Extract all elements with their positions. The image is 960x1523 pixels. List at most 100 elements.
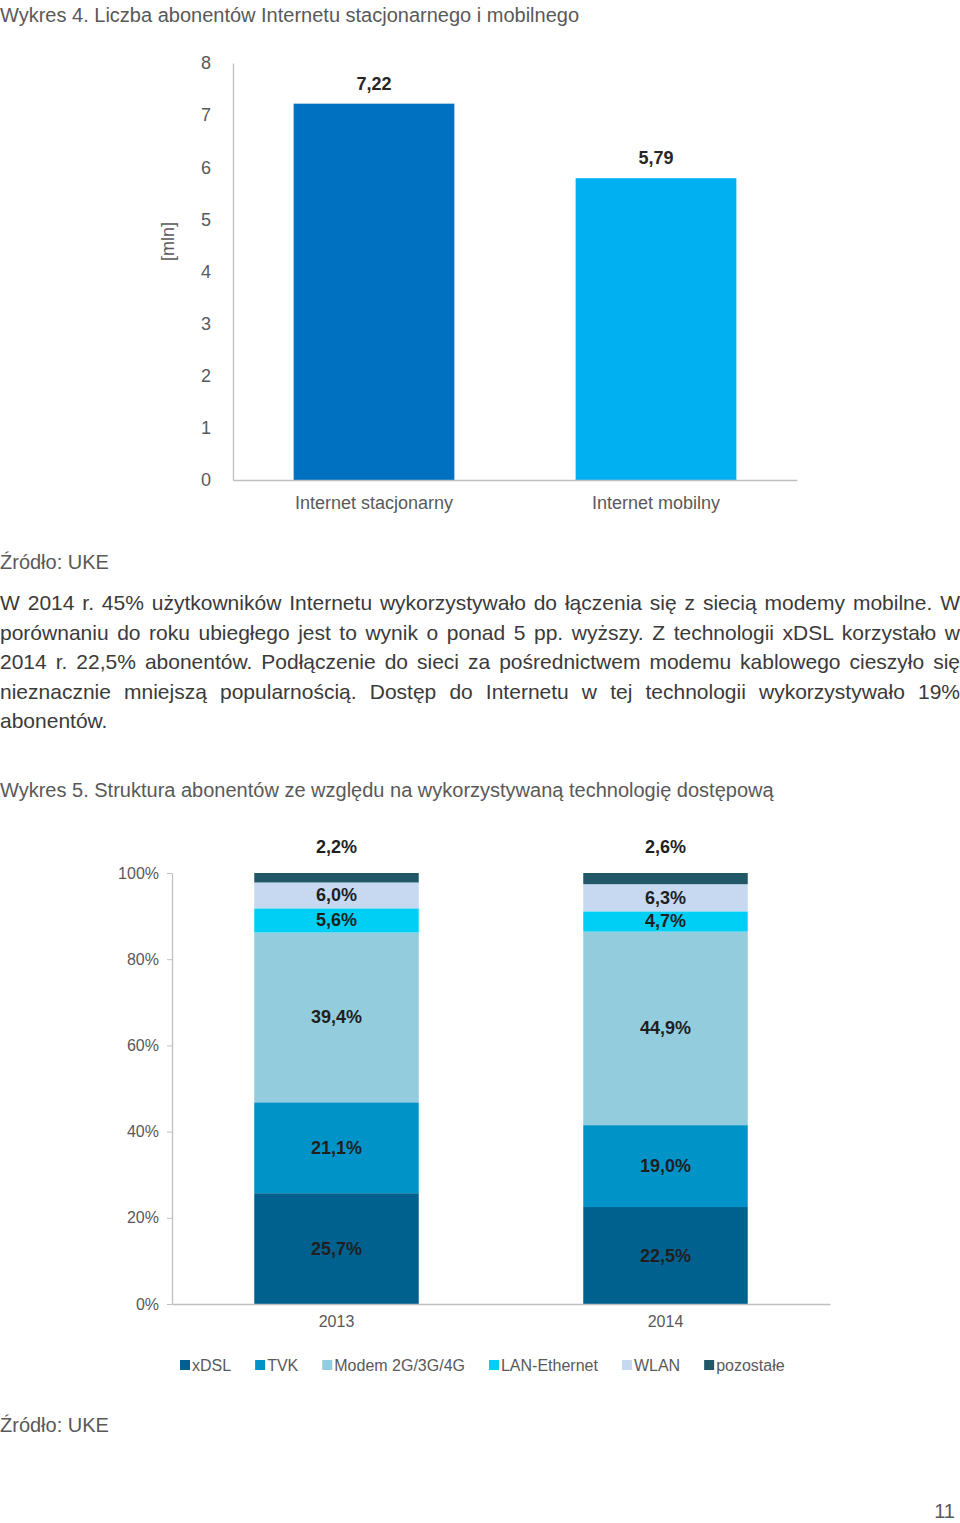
source-note: Źródło: UKE bbox=[0, 551, 109, 573]
data-label: 2,6% bbox=[645, 837, 686, 857]
tick-mark bbox=[167, 1218, 172, 1219]
tick: 20% bbox=[127, 1209, 172, 1226]
axis-line bbox=[173, 1304, 831, 1305]
y-axis: 0 1 2 3 4 5 6 7 8 bbox=[201, 53, 234, 490]
axis-line bbox=[234, 480, 798, 481]
tick: 40% bbox=[127, 1123, 172, 1140]
tick: Internet stacjonarny bbox=[295, 480, 453, 513]
bar-segment bbox=[254, 932, 419, 1102]
data-label: 4,7% bbox=[645, 911, 686, 931]
data-label: 5,6% bbox=[316, 910, 357, 930]
data-label: 6,3% bbox=[645, 888, 686, 908]
axis-line bbox=[172, 874, 173, 1305]
data-labels: 7,22 5,79 bbox=[356, 74, 673, 169]
tick: 2 bbox=[201, 366, 233, 386]
tick-label: 3 bbox=[201, 314, 211, 334]
legend-label: TVK bbox=[267, 1357, 298, 1374]
legend-swatch bbox=[622, 1360, 632, 1370]
tick-label: 2013 bbox=[319, 1313, 355, 1330]
data-label: 2,2% bbox=[316, 837, 357, 857]
tick: 5 bbox=[201, 210, 233, 230]
legend-item: LAN-Ethernet bbox=[489, 1357, 598, 1374]
legend-label: Modem 2G/3G/4G bbox=[334, 1357, 465, 1374]
legend-item: WLAN bbox=[622, 1357, 680, 1374]
page-canvas: Wykres 4. Liczba abonentów Internetu sta… bbox=[0, 0, 960, 1523]
tick-label: 0 bbox=[201, 470, 211, 490]
data-label: 21,1% bbox=[311, 1138, 362, 1158]
tick: 3 bbox=[201, 314, 233, 334]
body-text: W 2014 r. 45% użytkowników Internetu wyk… bbox=[0, 588, 960, 736]
data-labels: 25,7% 21,1% 39,4% 5,6% 6,0% 2,2% 22,5% 19,0% 44,… bbox=[311, 837, 691, 1266]
y-axis: 0% 20% 40% 60% 80% 100% bbox=[118, 865, 172, 1313]
data-label: 22,5% bbox=[640, 1246, 691, 1266]
tick-label: 6 bbox=[201, 158, 211, 178]
tick: 60% bbox=[127, 1037, 172, 1054]
tick-mark bbox=[167, 1304, 172, 1305]
legend-swatch bbox=[255, 1360, 265, 1370]
tick-label: 7 bbox=[201, 105, 211, 125]
tick: 80% bbox=[127, 951, 172, 968]
data-label: 39,4% bbox=[311, 1007, 362, 1027]
legend-swatch bbox=[322, 1360, 332, 1370]
data-label: 44,9% bbox=[640, 1018, 691, 1038]
bar-segment bbox=[583, 884, 748, 911]
tick-label: 100% bbox=[118, 865, 159, 882]
bars bbox=[294, 104, 737, 480]
bar bbox=[294, 104, 455, 480]
tick-label: 0% bbox=[136, 1296, 159, 1313]
legend-label: pozostałe bbox=[716, 1357, 785, 1374]
x-axis: 2013 2014 bbox=[173, 1304, 831, 1330]
data-label: 5,79 bbox=[638, 148, 673, 168]
legend-swatch bbox=[180, 1360, 190, 1370]
data-label: 7,22 bbox=[356, 74, 391, 94]
data-label: 25,7% bbox=[311, 1239, 362, 1259]
legend-label: WLAN bbox=[634, 1357, 680, 1374]
page-number: 11 bbox=[934, 1500, 955, 1522]
axis-line bbox=[233, 64, 234, 481]
data-label: 6,0% bbox=[316, 885, 357, 905]
source-note: Źródło: UKE bbox=[0, 1414, 109, 1436]
chart-title: Wykres 4. Liczba abonentów Internetu sta… bbox=[0, 4, 579, 26]
tick-label: Internet mobilny bbox=[592, 493, 720, 513]
bar-segment bbox=[254, 882, 419, 908]
tick-label: Internet stacjonarny bbox=[295, 493, 453, 513]
tick: 2013 bbox=[319, 1304, 355, 1330]
legend-item: Modem 2G/3G/4G bbox=[322, 1357, 465, 1374]
legend-item: TVK bbox=[255, 1357, 298, 1374]
x-axis: Internet stacjonarny Internet mobilny bbox=[234, 480, 798, 513]
tick: 7 bbox=[201, 105, 233, 125]
tick-mark bbox=[167, 959, 172, 960]
tick-label: 2014 bbox=[648, 1313, 684, 1330]
bar-segment bbox=[254, 1102, 419, 1193]
tick-mark bbox=[167, 1045, 172, 1046]
tick: 0 bbox=[201, 470, 233, 490]
bar-segment bbox=[254, 873, 419, 882]
legend-item: pozostałe bbox=[704, 1357, 785, 1374]
chart-title: Wykres 5. Struktura abonentów ze względu… bbox=[0, 779, 774, 801]
legend-label: LAN-Ethernet bbox=[501, 1357, 598, 1374]
axis-title: [mln] bbox=[158, 222, 178, 261]
tick-label: 1 bbox=[201, 418, 211, 438]
legend-item: xDSL bbox=[180, 1357, 231, 1374]
legend-swatch bbox=[704, 1360, 714, 1370]
bar bbox=[576, 178, 737, 480]
tick: 1 bbox=[201, 418, 233, 438]
bars bbox=[254, 873, 748, 1304]
bar-segment bbox=[583, 1207, 748, 1304]
tick-label: 40% bbox=[127, 1123, 159, 1140]
bar-segment bbox=[583, 932, 748, 1126]
tick: 4 bbox=[201, 262, 233, 282]
tick: 8 bbox=[201, 53, 233, 73]
tick: 0% bbox=[136, 1296, 172, 1313]
bar-segment bbox=[583, 911, 748, 931]
chart-2: Wykres 5. Struktura abonentów ze względu… bbox=[0, 779, 831, 1436]
tick-mark bbox=[167, 873, 172, 874]
tick: 2014 bbox=[648, 1304, 684, 1330]
data-label: 19,0% bbox=[640, 1156, 691, 1176]
bar-segment bbox=[583, 873, 748, 884]
tick-label: 80% bbox=[127, 951, 159, 968]
tick-label: 4 bbox=[201, 262, 211, 282]
tick: 6 bbox=[201, 158, 233, 178]
tick-label: 5 bbox=[201, 210, 211, 230]
bar-segment bbox=[254, 1193, 419, 1304]
